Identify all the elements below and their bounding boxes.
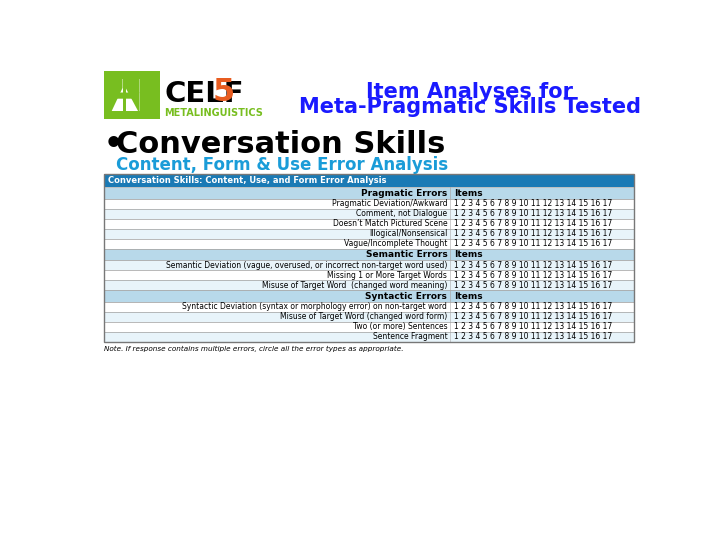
Text: Misuse of Target Word (changed word form): Misuse of Target Word (changed word form…	[280, 313, 447, 321]
Text: CELF: CELF	[164, 80, 244, 108]
Bar	[104, 332, 634, 342]
Text: Syntactic Errors: Syntactic Errors	[366, 292, 447, 301]
Bar	[104, 291, 634, 302]
Text: Vague/Incomplete Thought: Vague/Incomplete Thought	[344, 239, 447, 248]
Text: Two (or more) Sentences: Two (or more) Sentences	[353, 322, 447, 332]
Text: •: •	[104, 130, 123, 159]
Text: Conversation Skills: Content, Use, and Form Error Analysis: Conversation Skills: Content, Use, and F…	[108, 176, 387, 185]
Bar	[104, 219, 634, 229]
Polygon shape	[126, 79, 140, 111]
Text: 1 2 3 4 5 6 7 8 9 10 11 12 13 14 15 16 17: 1 2 3 4 5 6 7 8 9 10 11 12 13 14 15 16 1…	[454, 313, 613, 321]
Polygon shape	[109, 79, 122, 111]
Text: Sentence Fragment: Sentence Fragment	[372, 333, 447, 341]
Polygon shape	[109, 79, 122, 111]
Text: 1 2 3 4 5 6 7 8 9 10 11 12 13 14 15 16 17: 1 2 3 4 5 6 7 8 9 10 11 12 13 14 15 16 1…	[454, 302, 613, 312]
Polygon shape	[109, 92, 140, 99]
Text: Misuse of Target Word  (changed word meaning): Misuse of Target Word (changed word mean…	[262, 281, 447, 290]
Bar	[104, 312, 634, 322]
Bar	[104, 199, 634, 209]
Text: Items: Items	[454, 250, 483, 259]
Bar	[104, 174, 634, 342]
Text: Items: Items	[454, 292, 483, 301]
Text: Syntactic Deviation (syntax or morphology error) on non-target word: Syntactic Deviation (syntax or morpholog…	[182, 302, 447, 312]
Text: Content, Form & Use Error Analysis: Content, Form & Use Error Analysis	[117, 156, 449, 174]
Text: Missing 1 or More Target Words: Missing 1 or More Target Words	[328, 271, 447, 280]
Polygon shape	[126, 79, 140, 111]
Text: 1 2 3 4 5 6 7 8 9 10 11 12 13 14 15 16 17: 1 2 3 4 5 6 7 8 9 10 11 12 13 14 15 16 1…	[454, 322, 613, 332]
Text: Pragmatic Errors: Pragmatic Errors	[361, 188, 447, 198]
Bar	[104, 209, 634, 219]
Text: Comment, not Dialogue: Comment, not Dialogue	[356, 210, 447, 218]
Text: Meta-Pragmatic Skills Tested: Meta-Pragmatic Skills Tested	[299, 97, 641, 117]
Text: Pragmatic Deviation/Awkward: Pragmatic Deviation/Awkward	[332, 199, 447, 208]
Bar	[104, 187, 634, 199]
Text: Illogical/Nonsensical: Illogical/Nonsensical	[369, 230, 447, 238]
Text: 1 2 3 4 5 6 7 8 9 10 11 12 13 14 15 16 17: 1 2 3 4 5 6 7 8 9 10 11 12 13 14 15 16 1…	[454, 230, 613, 238]
Text: Items: Items	[454, 188, 483, 198]
Text: METALINGUISTICS: METALINGUISTICS	[164, 109, 264, 118]
Bar	[104, 322, 634, 332]
Text: Item Analyses for: Item Analyses for	[366, 82, 573, 102]
Text: 1 2 3 4 5 6 7 8 9 10 11 12 13 14 15 16 17: 1 2 3 4 5 6 7 8 9 10 11 12 13 14 15 16 1…	[454, 210, 613, 218]
Bar	[104, 71, 160, 119]
Text: 1 2 3 4 5 6 7 8 9 10 11 12 13 14 15 16 17: 1 2 3 4 5 6 7 8 9 10 11 12 13 14 15 16 1…	[454, 333, 613, 341]
Bar	[104, 239, 634, 249]
Bar	[104, 260, 634, 271]
Text: 5: 5	[212, 77, 235, 108]
Bar	[104, 302, 634, 312]
Text: Conversation Skills: Conversation Skills	[117, 130, 446, 159]
Text: Doesn’t Match Pictured Scene: Doesn’t Match Pictured Scene	[333, 219, 447, 228]
Text: 1 2 3 4 5 6 7 8 9 10 11 12 13 14 15 16 17: 1 2 3 4 5 6 7 8 9 10 11 12 13 14 15 16 1…	[454, 261, 613, 270]
Text: 1 2 3 4 5 6 7 8 9 10 11 12 13 14 15 16 17: 1 2 3 4 5 6 7 8 9 10 11 12 13 14 15 16 1…	[454, 239, 613, 248]
Text: 1 2 3 4 5 6 7 8 9 10 11 12 13 14 15 16 17: 1 2 3 4 5 6 7 8 9 10 11 12 13 14 15 16 1…	[454, 281, 613, 290]
Bar	[104, 174, 634, 187]
Bar	[104, 229, 634, 239]
Text: 1 2 3 4 5 6 7 8 9 10 11 12 13 14 15 16 17: 1 2 3 4 5 6 7 8 9 10 11 12 13 14 15 16 1…	[454, 271, 613, 280]
Text: Semantic Errors: Semantic Errors	[366, 250, 447, 259]
Text: Note. If response contains multiple errors, circle all the error types as approp: Note. If response contains multiple erro…	[104, 346, 403, 352]
Text: 1 2 3 4 5 6 7 8 9 10 11 12 13 14 15 16 17: 1 2 3 4 5 6 7 8 9 10 11 12 13 14 15 16 1…	[454, 219, 613, 228]
Bar	[104, 271, 634, 280]
Text: Semantic Deviation (vague, overused, or incorrect non-target word used): Semantic Deviation (vague, overused, or …	[166, 261, 447, 270]
Bar	[104, 280, 634, 291]
Bar	[104, 249, 634, 260]
Text: 1 2 3 4 5 6 7 8 9 10 11 12 13 14 15 16 17: 1 2 3 4 5 6 7 8 9 10 11 12 13 14 15 16 1…	[454, 199, 613, 208]
